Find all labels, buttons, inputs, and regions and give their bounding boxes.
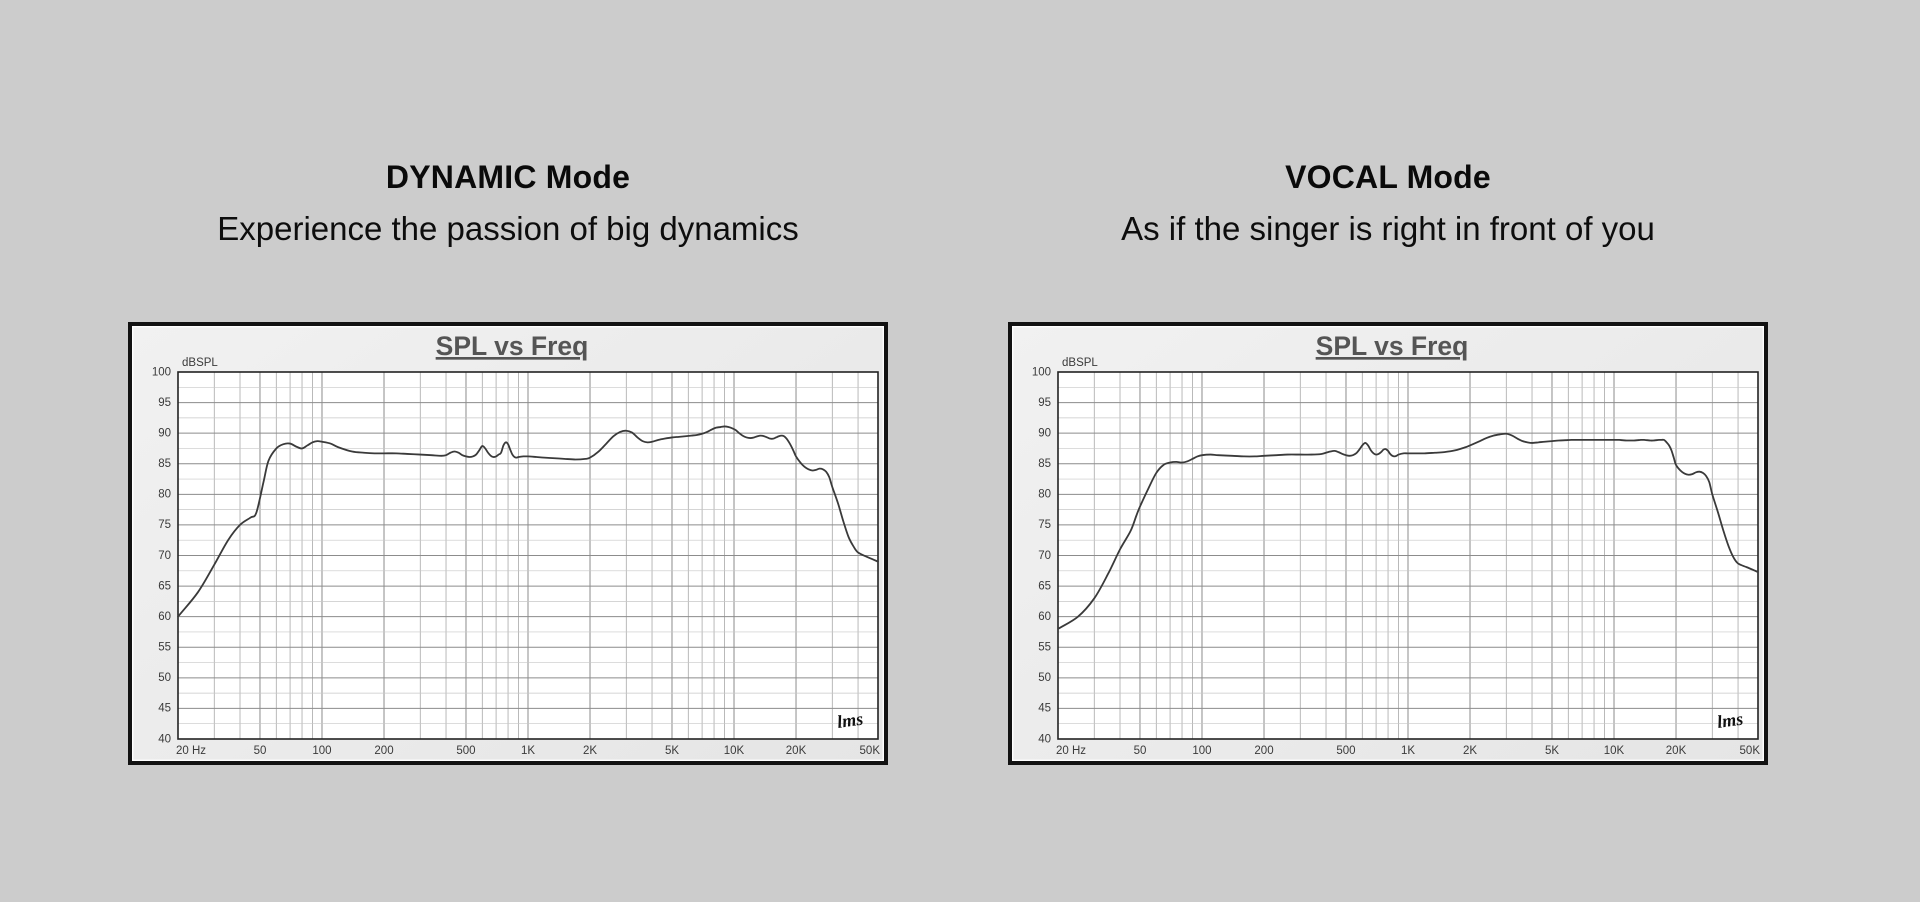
svg-text:dBSPL: dBSPL bbox=[182, 357, 218, 369]
svg-text:dBSPL: dBSPL bbox=[1062, 357, 1098, 369]
svg-text:60: 60 bbox=[1038, 611, 1051, 623]
svg-text:80: 80 bbox=[158, 489, 171, 501]
svg-text:85: 85 bbox=[1038, 458, 1051, 470]
svg-text:65: 65 bbox=[1038, 580, 1051, 592]
svg-text:200: 200 bbox=[374, 745, 393, 757]
svg-text:95: 95 bbox=[1038, 397, 1051, 409]
svg-text:40: 40 bbox=[1038, 733, 1051, 745]
svg-text:lms: lms bbox=[1716, 709, 1745, 732]
svg-text:50: 50 bbox=[1038, 672, 1051, 684]
svg-text:20 Hz: 20 Hz bbox=[1056, 745, 1086, 757]
svg-text:5K: 5K bbox=[665, 745, 679, 757]
svg-text:SPL vs Freq: SPL vs Freq bbox=[436, 331, 589, 361]
svg-text:45: 45 bbox=[1038, 703, 1051, 715]
svg-text:20K: 20K bbox=[1666, 745, 1687, 757]
svg-text:1K: 1K bbox=[1401, 745, 1415, 757]
svg-text:20 Hz: 20 Hz bbox=[176, 745, 206, 757]
svg-text:SPL vs Freq: SPL vs Freq bbox=[1316, 331, 1469, 361]
svg-text:500: 500 bbox=[456, 745, 475, 757]
svg-text:85: 85 bbox=[158, 458, 171, 470]
svg-text:100: 100 bbox=[1032, 366, 1051, 378]
svg-text:5K: 5K bbox=[1545, 745, 1559, 757]
svg-text:1K: 1K bbox=[521, 745, 535, 757]
svg-text:2K: 2K bbox=[583, 745, 597, 757]
svg-text:50K: 50K bbox=[1740, 745, 1761, 757]
svg-text:45: 45 bbox=[158, 703, 171, 715]
svg-text:70: 70 bbox=[1038, 550, 1051, 562]
svg-text:80: 80 bbox=[1038, 489, 1051, 501]
svg-text:50: 50 bbox=[1134, 745, 1147, 757]
svg-text:60: 60 bbox=[158, 611, 171, 623]
svg-text:10K: 10K bbox=[1604, 745, 1625, 757]
svg-text:90: 90 bbox=[1038, 427, 1051, 439]
svg-text:100: 100 bbox=[152, 366, 171, 378]
svg-text:10K: 10K bbox=[724, 745, 745, 757]
svg-text:50K: 50K bbox=[860, 745, 881, 757]
svg-text:55: 55 bbox=[158, 642, 171, 654]
svg-text:75: 75 bbox=[1038, 519, 1051, 531]
svg-text:65: 65 bbox=[158, 580, 171, 592]
svg-text:500: 500 bbox=[1336, 745, 1355, 757]
svg-text:40: 40 bbox=[158, 733, 171, 745]
svg-text:55: 55 bbox=[1038, 642, 1051, 654]
svg-text:200: 200 bbox=[1254, 745, 1273, 757]
svg-text:100: 100 bbox=[1192, 745, 1211, 757]
svg-text:70: 70 bbox=[158, 550, 171, 562]
svg-text:75: 75 bbox=[158, 519, 171, 531]
svg-text:100: 100 bbox=[312, 745, 331, 757]
svg-text:50: 50 bbox=[158, 672, 171, 684]
svg-text:2K: 2K bbox=[1463, 745, 1477, 757]
svg-text:90: 90 bbox=[158, 427, 171, 439]
svg-text:lms: lms bbox=[836, 709, 865, 732]
svg-text:50: 50 bbox=[254, 745, 267, 757]
svg-text:20K: 20K bbox=[786, 745, 807, 757]
svg-text:95: 95 bbox=[158, 397, 171, 409]
